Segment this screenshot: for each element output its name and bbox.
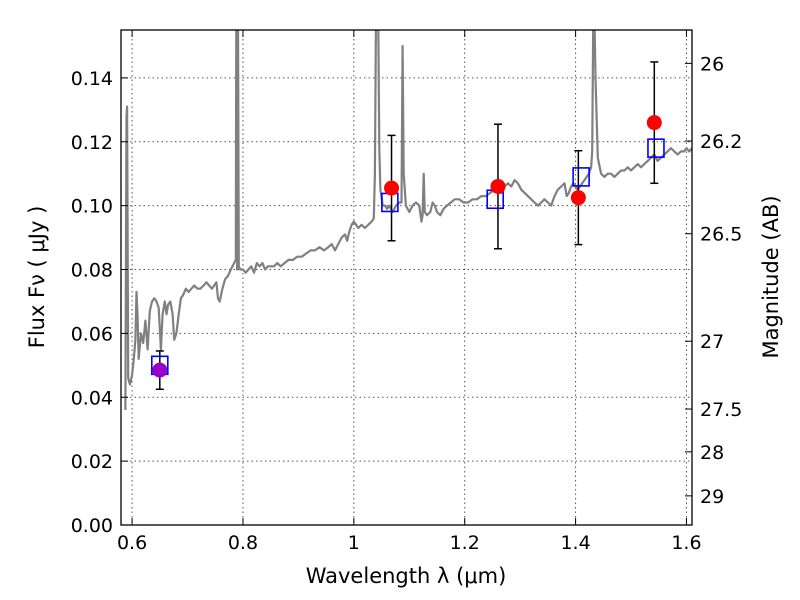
observed-point-2 xyxy=(490,178,506,194)
observed-points-layer xyxy=(152,115,662,378)
x-tick-label-5: 1.6 xyxy=(671,532,701,554)
x-tick-label-3: 1.2 xyxy=(450,532,480,554)
y2-tick-label-2: 26.5 xyxy=(700,224,742,246)
x-tick-label-1: 0.8 xyxy=(228,532,258,554)
plot-frame xyxy=(120,29,693,526)
y2-tick-label-3: 27 xyxy=(700,331,724,353)
y-tick-label-4: 0.08 xyxy=(71,260,113,282)
spectrum-line xyxy=(124,30,692,411)
y-tick-label-5: 0.10 xyxy=(71,196,113,218)
y2-tick-label-0: 26 xyxy=(700,53,724,75)
y2-axis-label: Magnitude (AB) xyxy=(759,195,783,358)
y-tick-label-0: 0.00 xyxy=(71,515,113,537)
observed-point-1 xyxy=(384,180,400,196)
y2-tick-label-1: 26.2 xyxy=(700,131,742,153)
y2-tick-label-6: 29 xyxy=(700,486,724,508)
x-axis-label: Wavelength λ (μm) xyxy=(306,564,507,588)
errorbar-layer xyxy=(155,61,659,391)
y-tick-label-7: 0.14 xyxy=(71,68,113,90)
observed-point-3 xyxy=(570,190,586,206)
y2-tick-label-5: 28 xyxy=(700,442,724,464)
y-tick-label-3: 0.06 xyxy=(71,323,113,345)
observed-point-4 xyxy=(646,115,662,131)
x-tick-label-0: 0.6 xyxy=(117,532,147,554)
x-tick-label-4: 1.4 xyxy=(560,532,590,554)
y-axis-label: Flux Fν ( μJy ) xyxy=(25,206,49,349)
observed-point-0 xyxy=(152,362,168,378)
ticks-layer: 0.6 0.8 1 1.2 1.4 1.6 0.00 0.02 0.04 0.06 0.08 0.10… xyxy=(71,30,742,554)
model-point-4 xyxy=(647,138,665,158)
x-tick-label-2: 1 xyxy=(348,532,360,554)
y2-tick-label-4: 27.5 xyxy=(700,399,742,421)
spectrum-layer xyxy=(124,30,692,411)
model-point-3 xyxy=(572,167,590,187)
y-tick-label-1: 0.02 xyxy=(71,451,113,473)
grid-layer xyxy=(121,30,692,525)
y-tick-label-2: 0.04 xyxy=(71,387,113,409)
y-tick-label-6: 0.12 xyxy=(71,132,113,154)
